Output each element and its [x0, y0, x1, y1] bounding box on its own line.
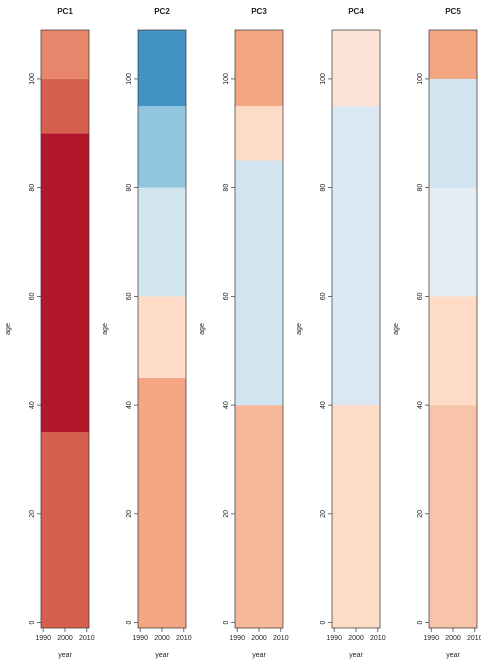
y-tick-label: 80	[223, 184, 230, 192]
y-tick-label: 20	[29, 510, 36, 518]
y-axis-label: age	[296, 323, 303, 335]
heat-band	[138, 106, 186, 188]
heat-band	[138, 187, 186, 297]
heat-band	[41, 78, 89, 134]
y-tick-label: 60	[223, 292, 230, 300]
y-tick-label: 40	[223, 401, 230, 409]
y-tick-label: 20	[223, 510, 230, 518]
heat-band	[235, 160, 283, 406]
x-tick-label: 2000	[445, 635, 461, 642]
y-tick-label: 40	[320, 401, 327, 409]
y-axis-label: age	[102, 323, 109, 335]
heat-band	[41, 432, 89, 628]
y-tick-label: 80	[29, 184, 36, 192]
heat-band	[332, 30, 380, 107]
y-tick-label: 80	[320, 184, 327, 192]
y-tick-label: 0	[223, 621, 230, 625]
y-axis-label: age	[5, 323, 12, 335]
x-tick-label: 2010	[273, 635, 289, 642]
y-tick-label: 80	[126, 184, 133, 192]
x-axis-label: year	[58, 652, 72, 659]
heat-band	[235, 106, 283, 161]
y-tick-label: 100	[320, 73, 327, 85]
y-axis-label: age	[199, 323, 206, 335]
y-tick-label: 20	[320, 510, 327, 518]
heat-band	[138, 296, 186, 378]
x-tick-label: 2000	[57, 635, 73, 642]
y-tick-label: 20	[126, 510, 133, 518]
heat-band	[429, 405, 477, 628]
x-tick-label: 1990	[229, 635, 245, 642]
x-tick-label: 1990	[423, 635, 439, 642]
y-tick-label: 0	[320, 621, 327, 625]
panel-title: PC1	[57, 7, 73, 16]
y-tick-label: 100	[223, 73, 230, 85]
heat-band	[429, 30, 477, 79]
x-tick-label: 2000	[154, 635, 170, 642]
heat-band	[235, 405, 283, 628]
y-tick-label: 100	[126, 73, 133, 85]
y-tick-label: 60	[126, 292, 133, 300]
heat-band	[138, 30, 186, 107]
y-tick-label: 0	[417, 621, 424, 625]
y-tick-label: 60	[417, 292, 424, 300]
y-axis-label: age	[393, 323, 400, 335]
panel-title: PC3	[251, 7, 267, 16]
panel-title: PC4	[348, 7, 364, 16]
x-axis-label: year	[446, 652, 460, 659]
x-tick-label: 2000	[348, 635, 364, 642]
panel-title: PC5	[445, 7, 461, 16]
x-tick-label: 2000	[251, 635, 267, 642]
y-tick-label: 20	[417, 510, 424, 518]
heat-band	[429, 296, 477, 406]
x-tick-label: 2010	[370, 635, 386, 642]
y-tick-label: 40	[29, 401, 36, 409]
heat-band	[429, 187, 477, 297]
heat-band	[138, 377, 186, 628]
y-tick-label: 60	[320, 292, 327, 300]
y-tick-label: 100	[417, 73, 424, 85]
x-tick-label: 1990	[132, 635, 148, 642]
heat-band	[41, 30, 89, 79]
panel-title: PC2	[154, 7, 170, 16]
x-tick-label: 1990	[326, 635, 342, 642]
y-tick-label: 40	[417, 401, 424, 409]
x-tick-label: 2010	[79, 635, 95, 642]
x-tick-label: 2010	[176, 635, 192, 642]
y-tick-label: 100	[29, 73, 36, 85]
x-axis-label: year	[252, 652, 266, 659]
y-tick-label: 80	[417, 184, 424, 192]
y-tick-label: 0	[29, 621, 36, 625]
x-axis-label: year	[155, 652, 169, 659]
heat-band	[332, 405, 380, 628]
y-tick-label: 40	[126, 401, 133, 409]
heat-band	[429, 78, 477, 188]
x-tick-label: 2010	[467, 635, 481, 642]
x-tick-label: 1990	[35, 635, 51, 642]
heat-band	[235, 30, 283, 107]
heat-band	[332, 106, 380, 406]
heat-band	[41, 133, 89, 433]
x-axis-label: year	[349, 652, 363, 659]
y-tick-label: 60	[29, 292, 36, 300]
y-tick-label: 0	[126, 621, 133, 625]
